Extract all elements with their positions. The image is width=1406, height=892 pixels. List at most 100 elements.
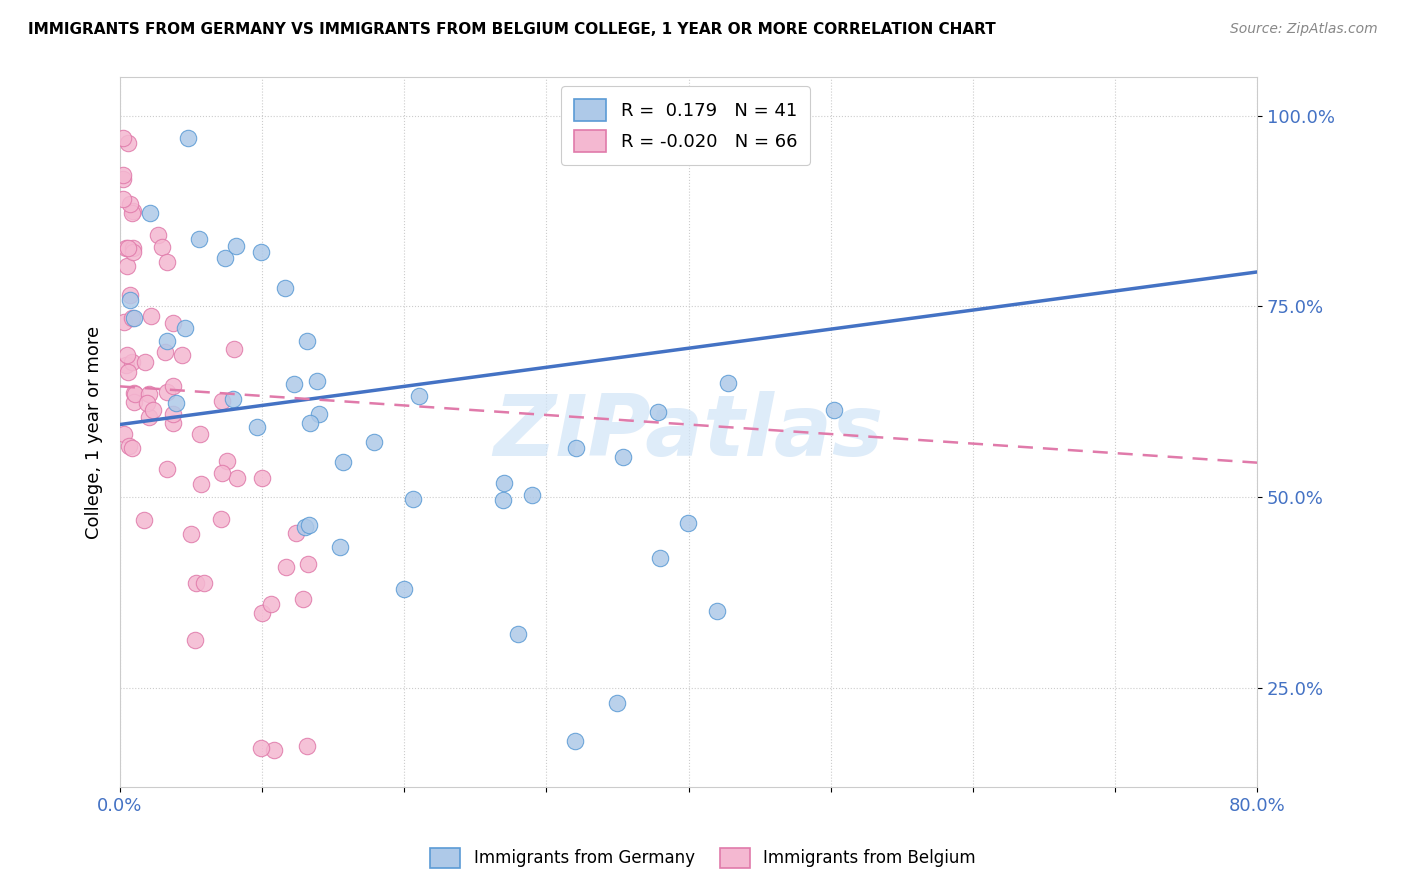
Legend: Immigrants from Germany, Immigrants from Belgium: Immigrants from Germany, Immigrants from… <box>423 841 983 875</box>
Point <box>121 244 143 259</box>
Point <box>165 396 187 410</box>
Point <box>647 405 669 419</box>
Point <box>184 575 207 590</box>
Point <box>363 435 385 450</box>
Point <box>823 402 845 417</box>
Point <box>121 311 143 326</box>
Point <box>121 205 143 219</box>
Point <box>170 348 193 362</box>
Point <box>190 476 212 491</box>
Point <box>122 385 145 400</box>
Point <box>141 309 163 323</box>
Point <box>118 439 141 453</box>
Point <box>676 516 699 530</box>
Point <box>174 321 197 335</box>
Point <box>250 741 273 756</box>
Point <box>276 560 298 574</box>
Point <box>274 281 297 295</box>
Point <box>298 517 321 532</box>
Point <box>717 376 740 390</box>
Point <box>121 442 143 456</box>
Point <box>193 575 215 590</box>
Point <box>138 206 160 220</box>
Point <box>121 355 143 369</box>
Point <box>177 131 200 145</box>
Point <box>156 385 179 400</box>
Point <box>146 227 169 242</box>
Point <box>117 365 139 379</box>
Point <box>117 136 139 151</box>
Point <box>245 420 267 434</box>
Point <box>307 374 329 388</box>
Point <box>506 627 529 641</box>
Point <box>298 416 321 430</box>
Point <box>136 396 159 410</box>
Point <box>291 592 314 607</box>
Point <box>188 426 211 441</box>
Point <box>214 251 236 265</box>
Point <box>120 197 142 211</box>
Point <box>162 379 184 393</box>
Point <box>122 395 145 409</box>
Point <box>211 466 233 480</box>
Point <box>118 293 141 307</box>
Point <box>111 168 134 182</box>
Point <box>250 245 273 260</box>
Point <box>402 491 425 506</box>
Point <box>520 488 543 502</box>
Point <box>115 259 138 273</box>
Point <box>121 203 143 218</box>
Point <box>124 387 146 401</box>
Legend: R =  0.179   N = 41, R = -0.020   N = 66: R = 0.179 N = 41, R = -0.020 N = 66 <box>561 87 810 165</box>
Point <box>138 410 160 425</box>
Point <box>209 512 232 526</box>
Point <box>211 393 233 408</box>
Point <box>564 734 586 748</box>
Point <box>162 416 184 430</box>
Point <box>225 471 247 485</box>
Point <box>252 470 274 484</box>
Point <box>222 392 245 406</box>
Point <box>180 527 202 541</box>
Y-axis label: College, 1 year or more: College, 1 year or more <box>86 326 103 539</box>
Point <box>117 348 139 362</box>
Point <box>122 242 145 256</box>
Point <box>115 358 138 372</box>
Point <box>295 739 318 754</box>
Point <box>263 743 285 757</box>
Point <box>124 311 146 326</box>
Point <box>138 387 160 401</box>
Point <box>156 255 179 269</box>
Point <box>162 316 184 330</box>
Point <box>260 597 283 611</box>
Point <box>494 476 516 491</box>
Point <box>606 696 628 710</box>
Point <box>217 453 239 467</box>
Point <box>308 408 330 422</box>
Point <box>284 525 307 540</box>
Point <box>153 345 176 359</box>
Point <box>612 450 634 464</box>
Point <box>408 388 430 402</box>
Point <box>156 462 179 476</box>
Point <box>394 582 416 596</box>
Point <box>329 540 352 554</box>
Point <box>187 232 209 246</box>
Point <box>332 455 354 469</box>
Text: Source: ZipAtlas.com: Source: ZipAtlas.com <box>1230 22 1378 37</box>
Point <box>141 402 163 417</box>
Point <box>295 334 318 349</box>
Point <box>162 408 184 422</box>
Point <box>706 604 728 618</box>
Point <box>492 492 515 507</box>
Point <box>112 131 135 145</box>
Point <box>112 172 135 186</box>
Point <box>150 240 173 254</box>
Point <box>294 520 316 534</box>
Point <box>112 192 135 206</box>
Point <box>118 287 141 301</box>
Text: IMMIGRANTS FROM GERMANY VS IMMIGRANTS FROM BELGIUM COLLEGE, 1 YEAR OR MORE CORRE: IMMIGRANTS FROM GERMANY VS IMMIGRANTS FR… <box>28 22 995 37</box>
Point <box>184 633 207 648</box>
Point <box>134 355 156 369</box>
Point <box>114 241 136 255</box>
